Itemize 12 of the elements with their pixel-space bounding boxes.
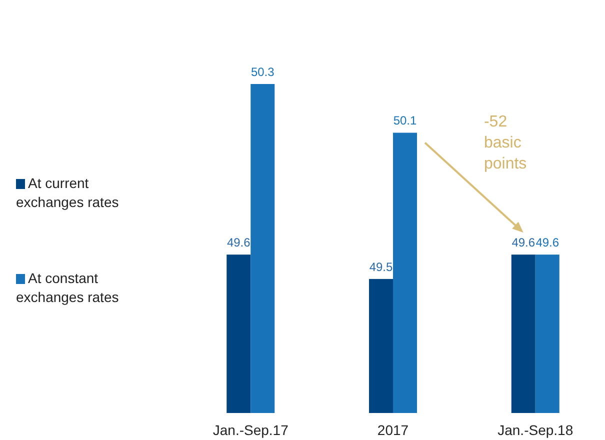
- data-label: 49.5: [369, 260, 393, 274]
- data-label: 50.3: [250, 65, 275, 79]
- data-label: 50.1: [393, 114, 417, 128]
- data-label: 49.6: [536, 236, 560, 250]
- data-label: 49.6: [226, 236, 251, 250]
- x-tick-label: Jan.-Sep.17: [212, 422, 289, 438]
- legend-label: At current exchanges rates: [16, 175, 119, 210]
- x-tick-label: 2017: [377, 422, 409, 438]
- legend-label: At constant exchanges rates: [16, 270, 119, 305]
- x-tick-label: Jan.-Sep.18: [498, 422, 574, 438]
- data-label: 49.6: [512, 236, 536, 250]
- annotation: -52 basic points: [484, 114, 527, 173]
